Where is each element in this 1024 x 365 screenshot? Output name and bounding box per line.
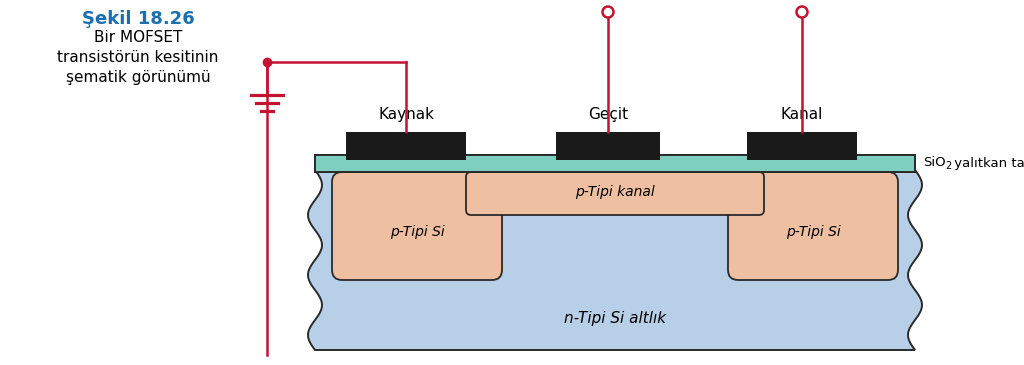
Bar bbox=[556, 132, 660, 160]
Bar bbox=[315, 155, 915, 172]
Bar bbox=[346, 132, 466, 160]
Text: Kaynak: Kaynak bbox=[378, 107, 434, 122]
Text: p-Tipi Si: p-Tipi Si bbox=[785, 225, 841, 239]
Text: p-Tipi Si: p-Tipi Si bbox=[389, 225, 444, 239]
Text: şematik görünümü: şematik görünümü bbox=[66, 70, 210, 85]
Bar bbox=[746, 132, 857, 160]
Polygon shape bbox=[308, 170, 922, 350]
FancyBboxPatch shape bbox=[332, 172, 502, 280]
Bar bbox=[315, 155, 915, 172]
FancyBboxPatch shape bbox=[728, 172, 898, 280]
Text: p-Tipi kanal: p-Tipi kanal bbox=[575, 185, 655, 199]
Text: Bir MOFSET: Bir MOFSET bbox=[94, 30, 182, 45]
Text: Kanal: Kanal bbox=[781, 107, 823, 122]
FancyBboxPatch shape bbox=[466, 172, 764, 215]
Text: yalıtkan tabaka: yalıtkan tabaka bbox=[950, 157, 1024, 169]
Text: 2: 2 bbox=[945, 161, 951, 171]
Text: Geçit: Geçit bbox=[588, 107, 628, 122]
Bar bbox=[346, 132, 466, 160]
Text: SiO: SiO bbox=[923, 157, 945, 169]
Bar bbox=[746, 132, 857, 160]
Text: n-Tipi Si altlık: n-Tipi Si altlık bbox=[564, 311, 666, 326]
Bar bbox=[556, 132, 660, 160]
Text: transistörün kesitinin: transistörün kesitinin bbox=[57, 50, 219, 65]
Text: Şekil 18.26: Şekil 18.26 bbox=[82, 10, 195, 28]
